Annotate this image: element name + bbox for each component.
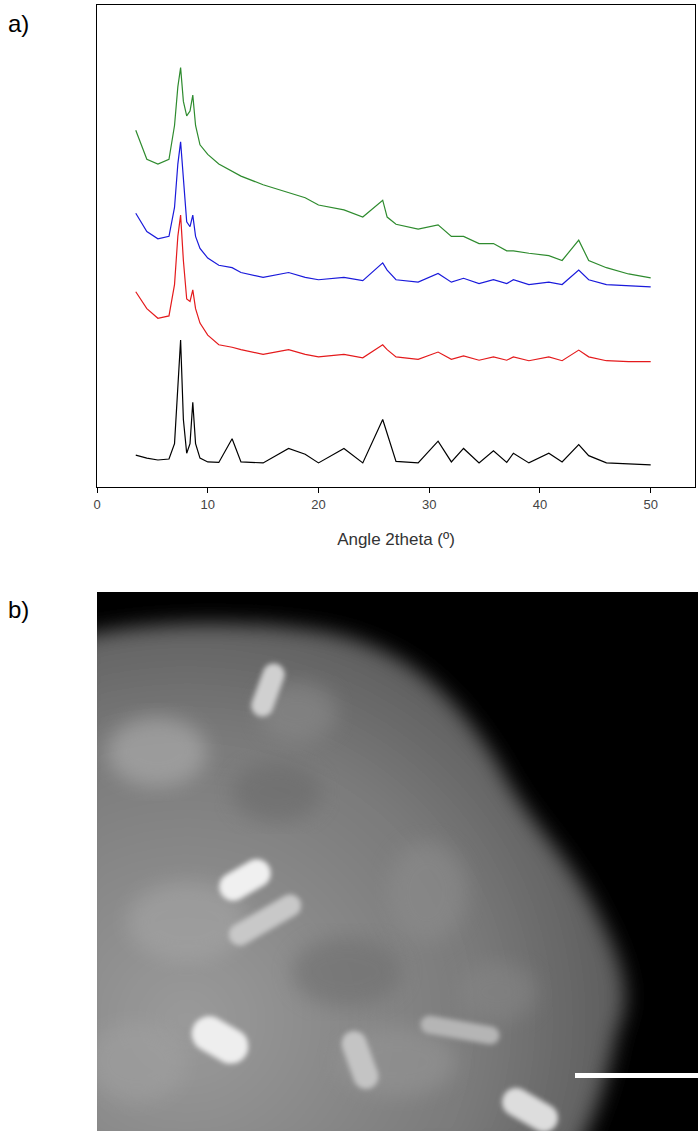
svg-text:10: 10 xyxy=(201,497,215,512)
svg-text:50: 50 xyxy=(643,497,657,512)
svg-text:40: 40 xyxy=(533,497,547,512)
svg-text:0: 0 xyxy=(93,497,100,512)
html-text:a): a) xyxy=(8,10,30,37)
svg-text:Angle 2theta (º): Angle 2theta (º) xyxy=(337,530,455,549)
svg-text:30: 30 xyxy=(422,497,436,512)
svg-text:20: 20 xyxy=(311,497,325,512)
html-text:b): b) xyxy=(8,596,30,623)
